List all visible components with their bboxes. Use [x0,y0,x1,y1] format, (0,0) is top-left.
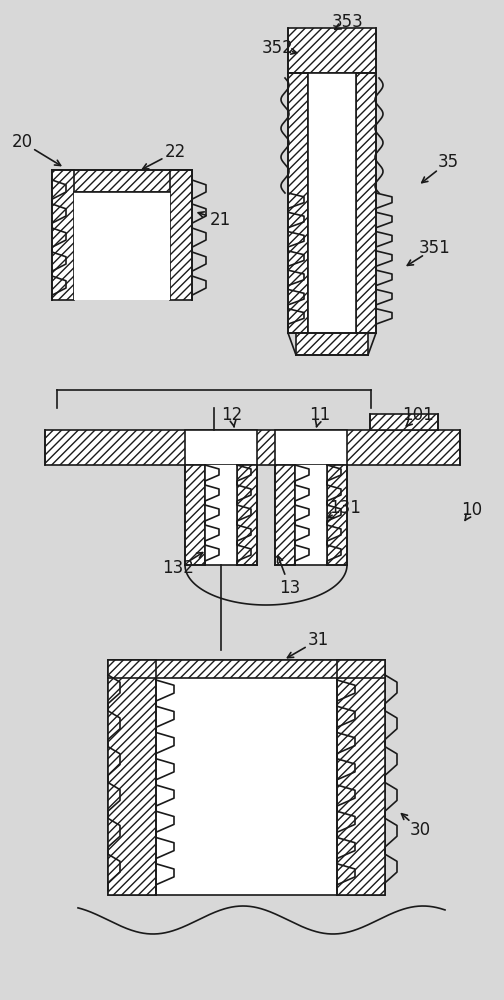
Bar [108,660,385,678]
Bar [295,465,327,565]
Text: 35: 35 [437,153,459,171]
Bar [237,465,257,565]
Bar [337,660,385,895]
Bar [205,465,237,565]
Bar [185,465,205,565]
Text: 21: 21 [209,211,231,229]
Text: 20: 20 [12,133,33,151]
Bar [275,430,347,465]
Bar [185,430,257,465]
Text: 31: 31 [307,631,329,649]
Bar [45,430,460,465]
Bar [108,660,385,895]
Text: 132: 132 [162,559,194,577]
Bar [327,465,347,565]
Bar [108,660,156,895]
Bar [52,170,192,192]
Bar [356,73,376,333]
Bar [275,465,295,565]
Bar [296,333,368,355]
Bar [288,73,308,333]
Text: 22: 22 [164,143,185,161]
Text: 101: 101 [402,406,434,424]
Text: 352: 352 [262,39,294,57]
Bar [370,414,438,430]
Bar [170,170,192,300]
Bar [308,73,356,333]
Text: 353: 353 [332,13,364,31]
Text: 13: 13 [279,579,300,597]
Text: 12: 12 [221,406,242,424]
Bar [288,28,376,73]
Text: 131: 131 [329,499,361,517]
Text: 10: 10 [462,501,482,519]
Bar [74,192,170,300]
Text: 30: 30 [409,821,430,839]
Bar [52,170,74,300]
Text: 351: 351 [419,239,451,257]
Text: 11: 11 [309,406,331,424]
